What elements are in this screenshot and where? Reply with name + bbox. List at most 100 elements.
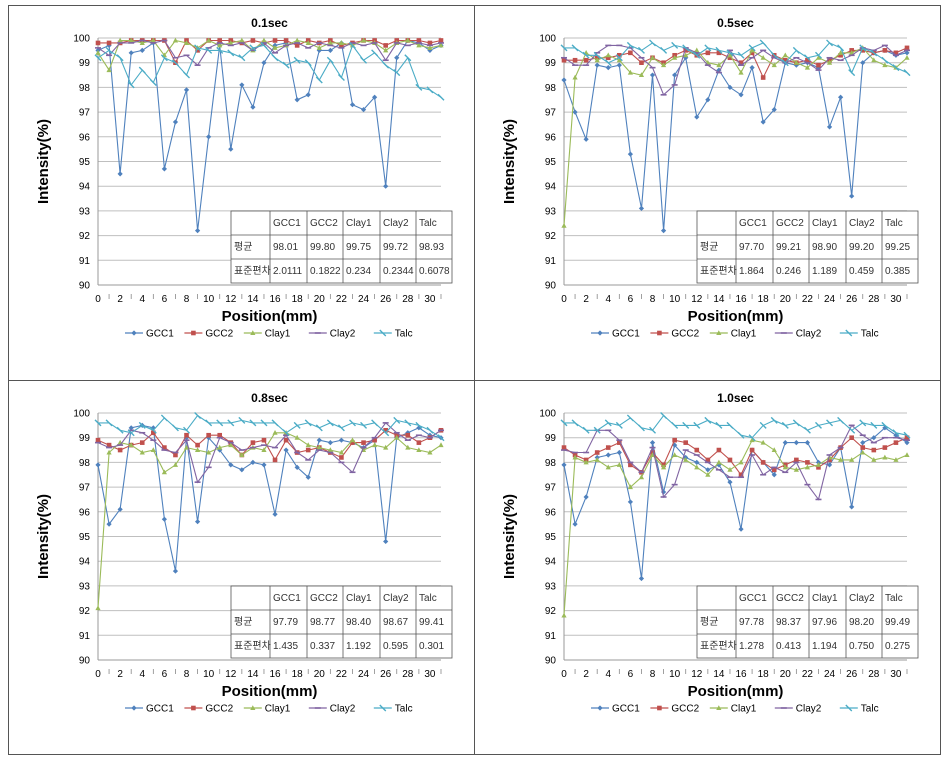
legend-marker [657,705,662,711]
x-tick-label: 12 [691,669,703,680]
y-tick-label: 93 [79,206,91,217]
stats-table-cell: 98.40 [346,617,371,628]
data-point [128,442,134,448]
data-point [583,459,589,465]
data-point [404,419,412,427]
x-tick-label: 28 [868,294,880,305]
data-point [605,52,611,58]
data-point [738,459,744,465]
data-point [583,494,589,500]
stats-table: GCC1 GCC2 Clay1 Clay2 Talc 평균 97.70 99.21 98.90 9… [696,210,919,284]
data-point [371,49,379,57]
stats-table-frame [696,210,919,284]
data-point [316,444,322,450]
data-point [305,92,311,98]
data-point [239,82,245,88]
data-point [348,419,356,427]
stats-table-cell: 97.70 [739,242,764,253]
x-tick-label: 12 [691,294,703,305]
data-point [705,467,711,473]
data-point [628,50,633,56]
data-point [206,449,212,455]
data-point [561,612,567,618]
data-point [860,445,866,450]
stats-table-cell: 표준편차 [700,265,737,277]
data-point [261,462,267,468]
stats-table-cell: 98.01 [273,242,298,253]
data-point [671,41,679,49]
data-point [127,429,135,437]
data-point [138,421,146,429]
stats-table-header: GCC1 [739,218,767,229]
data-point [438,38,444,43]
data-point [637,46,645,54]
legend-marker [379,329,387,337]
legend-entry: GCC1 [612,704,640,715]
data-point [427,45,433,50]
y-tick-label: 90 [79,656,91,667]
stats-table-header: Clay2 [849,593,875,604]
data-point [616,449,622,456]
data-point [293,56,301,64]
y-tick-label: 98 [545,83,557,94]
data-point [228,146,234,152]
data-point [903,69,911,77]
data-point [815,462,822,467]
data-point [338,449,345,455]
y-tick-label: 95 [79,532,91,543]
stats-table-cell: 98.93 [419,242,444,253]
series-line [563,49,908,231]
data-point [150,37,156,43]
data-point [271,419,279,427]
data-point [561,462,567,468]
data-point [904,452,910,457]
stats-table-header: Clay2 [849,218,875,229]
data-point [94,54,102,62]
data-point [781,421,789,429]
data-point [892,429,900,437]
data-point [749,50,755,56]
data-point [727,55,733,61]
x-tick-label: 30 [424,669,436,680]
data-point [172,462,179,467]
data-point [816,62,821,68]
x-tick-label: 8 [650,294,656,305]
x-tick-label: 10 [669,294,681,305]
x-tick-label: 10 [669,669,681,680]
data-point [572,74,578,80]
data-point [716,447,722,453]
x-tick-label: 26 [846,294,858,305]
y-tick-label: 100 [539,409,556,420]
data-point [426,426,434,434]
legend-marker [657,330,662,336]
series-clay2 [95,39,444,67]
data-point [393,416,401,424]
stats-table-cell: 0.1822 [310,266,341,277]
data-point [826,124,833,130]
data-point [105,46,113,54]
data-point [372,437,377,443]
stats-table-cell: 99.25 [885,242,910,253]
stats-table-cell: 1.194 [812,641,837,652]
data-point [360,56,368,64]
data-point [627,499,633,505]
data-point [793,467,799,472]
data-point [715,421,723,429]
data-point [106,449,112,455]
data-point [826,419,834,427]
chart-title: 1.0sec [717,391,754,405]
data-point [249,419,257,427]
data-point [782,52,788,58]
stats-table-cell: 0.459 [849,266,874,277]
data-point [238,54,246,62]
data-point [150,447,156,453]
stats-table-header: Clay2 [383,593,409,604]
data-point [738,69,744,75]
stats-table-cell: 평균 [700,241,718,253]
data-point [338,40,345,45]
data-point [572,454,578,460]
y-tick-label: 92 [545,231,557,242]
